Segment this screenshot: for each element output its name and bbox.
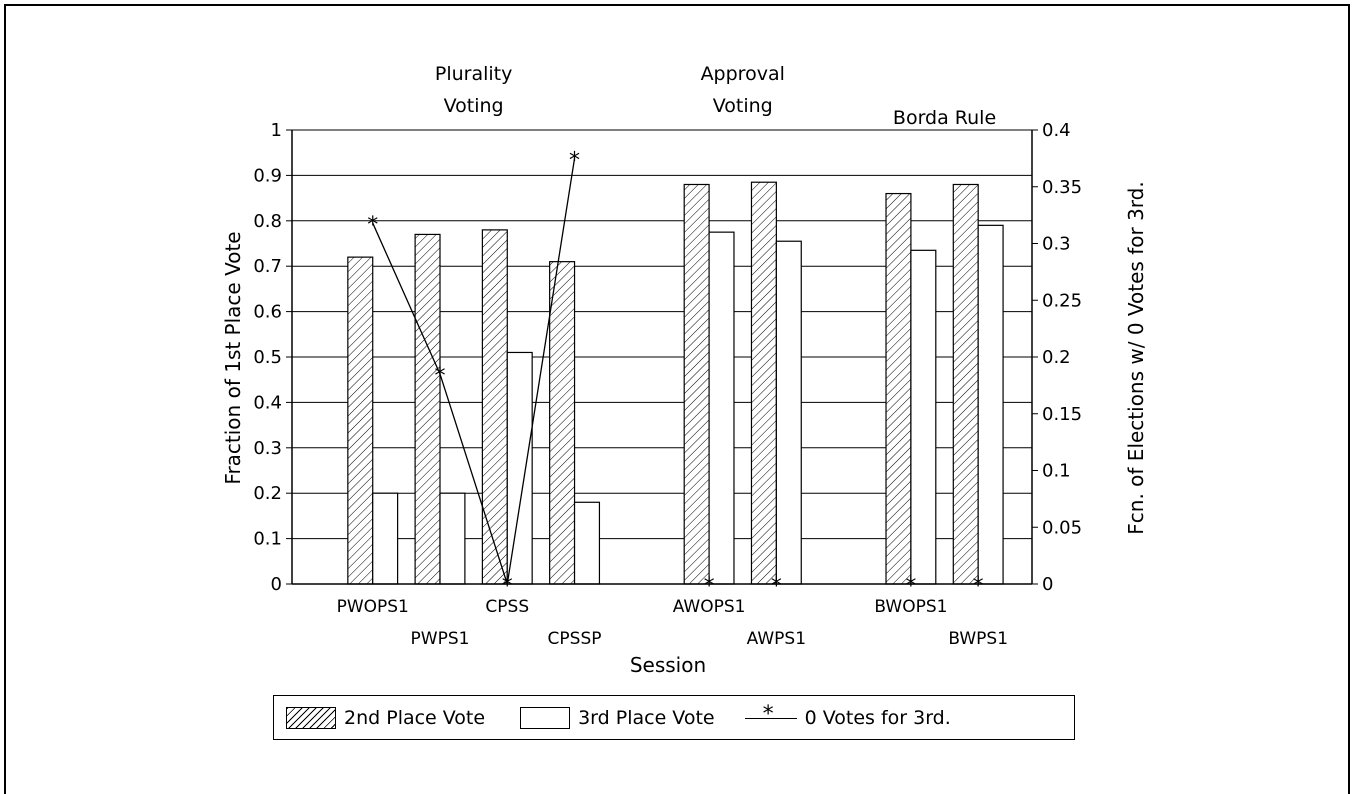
group-titles: Plurality Voting Approval Voting Borda Rule bbox=[435, 63, 996, 129]
star-marker: * bbox=[502, 574, 513, 599]
bar-3rd-place bbox=[439, 492, 466, 585]
category-label: BWPS1 bbox=[948, 629, 1008, 649]
group-title-line1: Approval bbox=[701, 63, 785, 85]
bar-2nd-place bbox=[885, 192, 912, 585]
plain-swatch-icon bbox=[520, 706, 571, 729]
y2-tick-label: 0.25 bbox=[1042, 290, 1082, 311]
bar-3rd-place bbox=[708, 231, 735, 585]
bar-2nd-place bbox=[750, 181, 777, 585]
group-title-line2: Voting bbox=[713, 95, 773, 117]
group-title-line1: Plurality bbox=[435, 63, 512, 85]
y-axis-title: Fraction of 1st Place Vote bbox=[221, 231, 245, 484]
y-tick-label: 1 bbox=[271, 120, 282, 141]
star-marker: * bbox=[704, 574, 715, 599]
y-tick-label: 0.7 bbox=[253, 256, 282, 277]
figure-frame bbox=[4, 4, 1350, 794]
category-label: AWOPS1 bbox=[673, 597, 746, 617]
legend-item-2nd: 2nd Place Vote bbox=[286, 706, 486, 729]
y-tick-label: 0.9 bbox=[253, 165, 282, 186]
star-marker: * bbox=[435, 364, 446, 389]
bar-layer bbox=[347, 181, 1004, 585]
star-marker: * bbox=[367, 213, 378, 238]
y-tick-label: 0 bbox=[271, 574, 282, 595]
y-tick-label: 0.6 bbox=[253, 302, 282, 323]
y-tick-label: 0.3 bbox=[253, 438, 282, 459]
category-label: PWOPS1 bbox=[337, 597, 409, 617]
group-title-line2: Voting bbox=[444, 95, 504, 117]
category-label: AWPS1 bbox=[747, 629, 806, 649]
y2-tick-label: 0.35 bbox=[1042, 177, 1082, 198]
bar-3rd-place bbox=[372, 492, 399, 585]
y2-tick-label: 0.4 bbox=[1042, 120, 1071, 141]
y2-tick-label: 0.05 bbox=[1042, 517, 1082, 538]
star-marker: * bbox=[905, 574, 916, 599]
legend-item-3rd: 3rd Place Vote bbox=[520, 706, 715, 729]
zero-votes-line: * * * * * * * * bbox=[367, 148, 983, 599]
bar-2nd-place bbox=[952, 183, 979, 585]
legend-label-2nd: 2nd Place Vote bbox=[344, 706, 486, 729]
bar-2nd-place bbox=[481, 229, 508, 585]
bar-3rd-place bbox=[977, 224, 1004, 585]
category-label: CPSSP bbox=[548, 629, 602, 649]
bar-3rd-place bbox=[573, 501, 601, 585]
star-marker: * bbox=[569, 148, 580, 173]
category-label: PWPS1 bbox=[411, 629, 470, 649]
star-marker: * bbox=[771, 574, 782, 599]
star-marker: * bbox=[973, 574, 984, 599]
right-axis-ticks: 0 0.05 0.1 0.15 0.2 0.25 0.3 0.35 0.4 bbox=[1032, 120, 1082, 595]
legend-label-3rd: 3rd Place Vote bbox=[578, 706, 715, 729]
y2-tick-label: 0.15 bbox=[1042, 404, 1082, 425]
y-tick-label: 0.5 bbox=[253, 347, 282, 368]
bar-3rd-place bbox=[775, 240, 802, 585]
legend-label-zero: 0 Votes for 3rd. bbox=[804, 706, 951, 729]
y2-tick-label: 0 bbox=[1042, 574, 1053, 595]
y-tick-label: 0.4 bbox=[253, 392, 282, 413]
bar-2nd-place bbox=[549, 261, 576, 585]
bar-2nd-place bbox=[414, 233, 441, 585]
group-title-line1: Borda Rule bbox=[893, 107, 996, 129]
hatched-swatch-icon bbox=[286, 706, 336, 729]
legend: 2nd Place Vote 3rd Place Vote * 0 Votes … bbox=[273, 695, 1075, 740]
y-tick-label: 0.2 bbox=[253, 483, 282, 504]
category-label: BWOPS1 bbox=[874, 597, 947, 617]
bar-2nd-place bbox=[347, 256, 374, 585]
y2-tick-label: 0.2 bbox=[1042, 347, 1071, 368]
left-axis-ticks: 0 0.1 0.2 0.3 0.4 0.5 0.6 0.7 0.8 0.9 1 bbox=[253, 120, 292, 595]
y2-tick-label: 0.3 bbox=[1042, 234, 1071, 255]
y-tick-label: 0.8 bbox=[253, 211, 282, 232]
bar-2nd-place bbox=[683, 183, 710, 585]
y2-axis-title: Fcn. of Elections w/ 0 Votes for 3rd. bbox=[1124, 181, 1148, 534]
y-tick-label: 0.1 bbox=[253, 529, 282, 550]
y2-tick-label: 0.1 bbox=[1042, 461, 1071, 482]
zero-votes-line-path bbox=[372, 158, 576, 585]
legend-item-zero: * 0 Votes for 3rd. bbox=[744, 702, 951, 729]
x-axis-title: Session bbox=[630, 653, 706, 677]
bar-3rd-place bbox=[506, 351, 533, 585]
bar-3rd-place bbox=[910, 249, 937, 585]
category-label: CPSS bbox=[485, 597, 529, 617]
star-line-icon: * bbox=[744, 702, 797, 728]
